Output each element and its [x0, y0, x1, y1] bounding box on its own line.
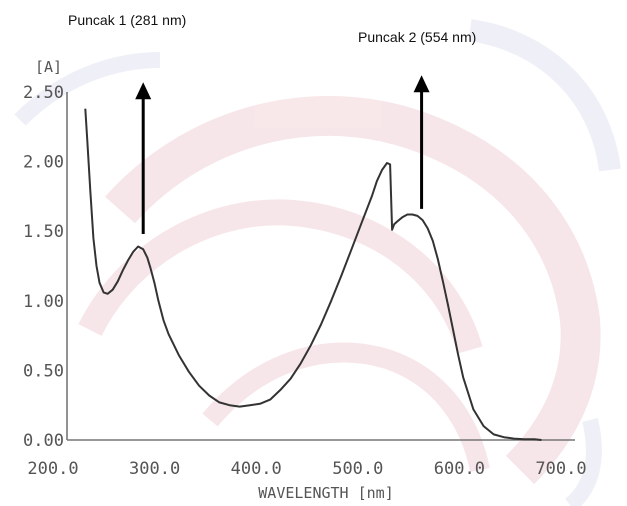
y-tick-labels: 0.00 0.50 1.00 1.50 2.00 2.50 — [23, 83, 64, 451]
axes — [66, 92, 575, 441]
x-tick-label: 500.0 — [332, 459, 383, 479]
y-tick-label: 1.50 — [23, 222, 64, 242]
peak-annotations: Puncak 1 (281 nm) Puncak 2 (554 nm) — [68, 12, 476, 234]
y-tick-label: 2.50 — [23, 83, 64, 103]
peak-label: Puncak 1 (281 nm) — [68, 12, 186, 28]
x-tick-label: 300.0 — [129, 459, 180, 479]
x-tick-labels: 200.0 300.0 400.0 500.0 600.0 700.0 — [27, 459, 586, 479]
peak-arrow-head — [135, 82, 152, 100]
peak-arrow-head — [413, 75, 430, 93]
y-tick-label: 0.50 — [23, 361, 64, 381]
y-tick-label: 0.00 — [23, 431, 64, 451]
watermark-logo — [14, 19, 621, 506]
x-axis-title: WAVELENGTH [nm] — [258, 484, 393, 502]
peak-label: Puncak 2 (554 nm) — [358, 29, 476, 45]
x-tick-label: 400.0 — [231, 459, 282, 479]
y-tick-label: 1.00 — [23, 292, 64, 312]
x-tick-label: 200.0 — [27, 459, 78, 479]
y-tick-label: 2.00 — [23, 153, 64, 173]
y-axis-title: [A] — [35, 58, 62, 76]
x-tick-label: 600.0 — [434, 459, 485, 479]
x-tick-label: 700.0 — [535, 459, 586, 479]
spectrum-curve — [84, 108, 542, 441]
